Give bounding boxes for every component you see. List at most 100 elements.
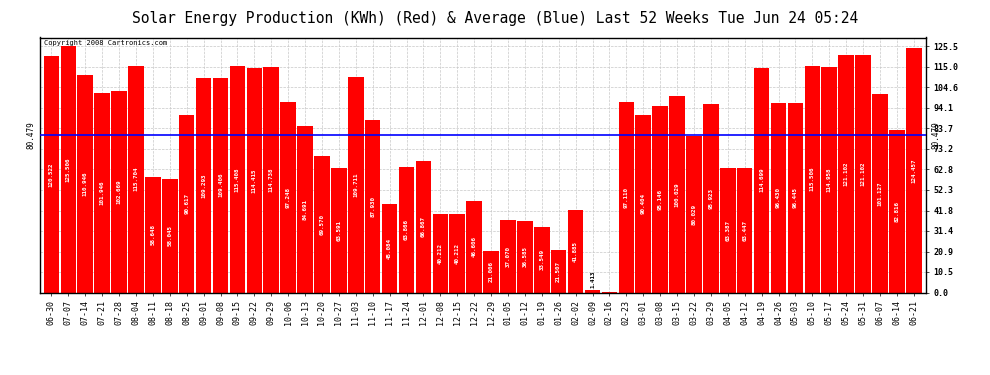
- Bar: [60, 46, 76, 292]
- Text: 100.029: 100.029: [674, 182, 679, 207]
- Text: 40.212: 40.212: [454, 243, 459, 264]
- Bar: [128, 66, 144, 292]
- Text: 90.617: 90.617: [184, 193, 189, 214]
- Bar: [348, 77, 363, 292]
- Bar: [737, 168, 752, 292]
- Text: 80.479: 80.479: [27, 121, 36, 148]
- Text: 46.606: 46.606: [471, 236, 476, 257]
- Text: 121.102: 121.102: [843, 162, 848, 186]
- Text: 110.946: 110.946: [83, 171, 88, 196]
- Bar: [872, 94, 888, 292]
- Bar: [331, 168, 346, 292]
- Text: 115.408: 115.408: [235, 167, 240, 192]
- Text: 95.923: 95.923: [709, 188, 714, 209]
- Bar: [619, 102, 635, 292]
- Text: 33.549: 33.549: [540, 249, 545, 270]
- Text: 109.406: 109.406: [218, 173, 223, 198]
- Bar: [230, 66, 246, 292]
- Text: 114.699: 114.699: [759, 168, 764, 192]
- Bar: [449, 214, 465, 292]
- Bar: [111, 91, 127, 292]
- Bar: [720, 168, 736, 292]
- Text: 114.958: 114.958: [827, 168, 832, 192]
- Bar: [855, 55, 871, 292]
- Bar: [399, 167, 414, 292]
- Text: 37.070: 37.070: [506, 246, 511, 267]
- Bar: [652, 106, 668, 292]
- Bar: [196, 78, 212, 292]
- Text: 40.212: 40.212: [438, 243, 443, 264]
- Bar: [669, 96, 685, 292]
- Text: Copyright 2008 Cartronics.com: Copyright 2008 Cartronics.com: [44, 40, 167, 46]
- Text: 109.293: 109.293: [201, 173, 206, 198]
- Bar: [433, 214, 448, 292]
- Bar: [585, 290, 600, 292]
- Text: 69.570: 69.570: [320, 214, 325, 235]
- Text: 115.704: 115.704: [134, 167, 139, 191]
- Text: 84.691: 84.691: [303, 199, 308, 220]
- Text: 102.669: 102.669: [117, 180, 122, 204]
- Text: 101.127: 101.127: [877, 181, 882, 206]
- Text: 97.248: 97.248: [286, 187, 291, 208]
- Bar: [517, 221, 533, 292]
- Bar: [146, 177, 160, 292]
- Text: 63.387: 63.387: [726, 220, 731, 241]
- Text: 125.506: 125.506: [66, 157, 71, 182]
- Bar: [534, 227, 549, 292]
- Text: 109.711: 109.711: [353, 172, 358, 197]
- Bar: [906, 48, 922, 292]
- Bar: [416, 161, 432, 292]
- Text: 121.102: 121.102: [860, 162, 865, 186]
- Bar: [162, 178, 177, 292]
- Text: 63.866: 63.866: [404, 219, 409, 240]
- Text: 95.146: 95.146: [657, 189, 662, 210]
- Text: 66.867: 66.867: [421, 216, 426, 237]
- Bar: [771, 104, 786, 292]
- Text: 21.507: 21.507: [556, 261, 561, 282]
- Text: 21.006: 21.006: [489, 261, 494, 282]
- Bar: [94, 93, 110, 292]
- Text: 115.506: 115.506: [810, 167, 815, 192]
- Bar: [247, 68, 262, 292]
- Text: 96.430: 96.430: [776, 188, 781, 209]
- Text: 63.447: 63.447: [742, 220, 747, 241]
- Bar: [466, 201, 482, 292]
- Bar: [280, 102, 296, 292]
- Bar: [314, 156, 330, 292]
- Text: 87.930: 87.930: [370, 196, 375, 217]
- Bar: [686, 135, 702, 292]
- Bar: [297, 126, 313, 292]
- Bar: [500, 220, 516, 292]
- Bar: [382, 204, 397, 292]
- Bar: [213, 78, 229, 292]
- Bar: [839, 55, 854, 292]
- Text: 41.885: 41.885: [573, 241, 578, 262]
- Bar: [636, 115, 651, 292]
- Bar: [753, 68, 769, 292]
- Bar: [77, 75, 93, 292]
- Bar: [703, 104, 719, 292]
- Text: 120.522: 120.522: [49, 162, 53, 186]
- Text: 1.413: 1.413: [590, 270, 595, 288]
- Bar: [263, 68, 279, 292]
- Text: Solar Energy Production (KWh) (Red) & Average (Blue) Last 52 Weeks Tue Jun 24 05: Solar Energy Production (KWh) (Red) & Av…: [132, 11, 858, 26]
- Text: 80.479: 80.479: [932, 121, 940, 148]
- Text: 82.816: 82.816: [894, 201, 899, 222]
- Bar: [805, 66, 820, 292]
- Text: 80.029: 80.029: [691, 204, 697, 225]
- Bar: [365, 120, 380, 292]
- Text: 58.045: 58.045: [167, 225, 172, 246]
- Text: 63.591: 63.591: [337, 220, 342, 241]
- Text: 58.648: 58.648: [150, 225, 155, 246]
- Text: 114.738: 114.738: [268, 168, 274, 192]
- Bar: [551, 251, 566, 292]
- Bar: [44, 56, 59, 292]
- Text: 114.415: 114.415: [251, 168, 256, 192]
- Bar: [788, 104, 803, 292]
- Text: 97.110: 97.110: [624, 187, 629, 208]
- Bar: [568, 210, 583, 292]
- Bar: [889, 130, 905, 292]
- Text: 96.445: 96.445: [793, 188, 798, 209]
- Text: 124.457: 124.457: [912, 158, 917, 183]
- Text: 45.084: 45.084: [387, 238, 392, 259]
